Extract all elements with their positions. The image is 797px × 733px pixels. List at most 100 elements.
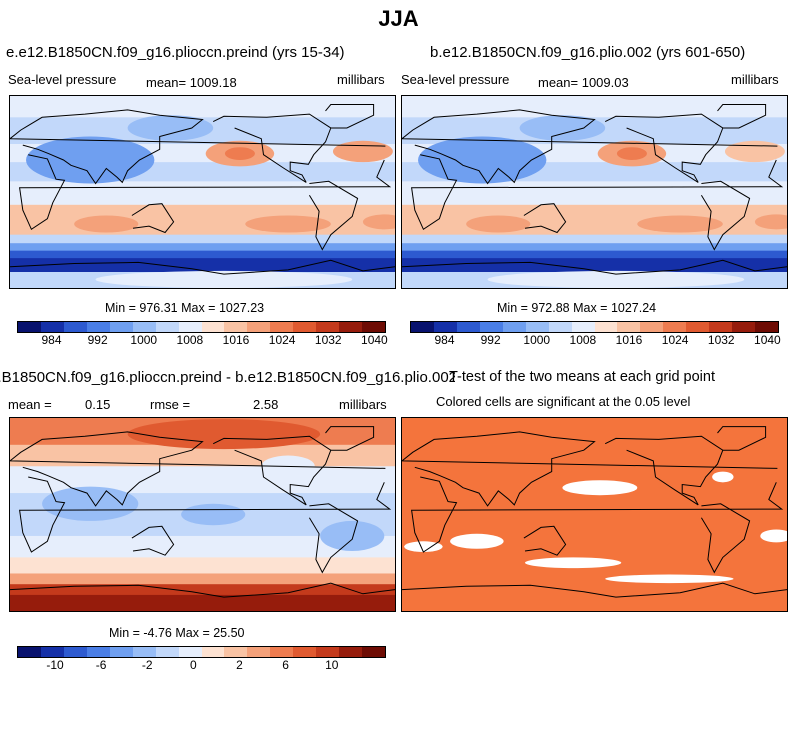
panel2-mean: mean= 1009.03 [538, 75, 629, 90]
high-pressure-south-pacific [245, 215, 331, 233]
colorbar-tick-label: 1040 [754, 333, 781, 347]
panel3-colorbar [17, 646, 386, 658]
colorbar-tick-label: 6 [282, 658, 289, 672]
high-pressure-indian [466, 215, 531, 233]
coastline [325, 104, 375, 129]
field-band [10, 181, 395, 206]
coastline [700, 180, 751, 251]
colorbar-tick-label: 1032 [314, 333, 342, 347]
field-band [402, 204, 787, 236]
colorbar-swatch [339, 647, 363, 657]
panel4-map [401, 417, 788, 612]
colorbar-swatch [178, 322, 202, 332]
colorbar-swatch [479, 322, 503, 332]
coastline [402, 582, 787, 598]
colorbar-swatch [40, 647, 64, 657]
pacific-negative [181, 503, 246, 526]
indian-negative [42, 486, 139, 521]
field-band [10, 573, 395, 585]
coastline [604, 113, 724, 183]
panel1-title: e.e12.B1850CN.f09_g16.plioccn.preind (yr… [6, 44, 345, 61]
field-band [10, 535, 395, 558]
colorbar-swatch [456, 322, 480, 332]
panel3-units: millibars [339, 397, 387, 412]
colorbar-tick-label: 984 [434, 333, 455, 347]
colorbar-swatch [63, 647, 87, 657]
coastline [19, 154, 392, 231]
antarctic-high [95, 270, 353, 288]
colorbar-swatch [201, 647, 225, 657]
non-significant-region [760, 529, 787, 543]
colorbar-tick-label: 992 [480, 333, 501, 347]
panel1-minmax: Min = 976.31 Max = 1027.23 [105, 301, 265, 315]
colorbar-swatch [132, 647, 156, 657]
colorbar-swatch [548, 322, 572, 332]
high-pressure-core [616, 147, 647, 160]
low-pressure-north [519, 115, 606, 141]
coastline [700, 503, 751, 574]
panel4-map-plot [402, 418, 787, 611]
colorbar-tick-label: 1016 [615, 333, 643, 347]
colorbar-swatch [270, 322, 294, 332]
coastline [604, 435, 724, 506]
coastline [523, 203, 567, 234]
colorbar-swatch [201, 322, 225, 332]
colorbar-swatch [755, 322, 778, 332]
colorbar-swatch [316, 647, 340, 657]
high-pressure-south-atlantic [362, 214, 395, 230]
colorbar-tick-label: -2 [141, 658, 153, 672]
panel2-map-plot [402, 96, 787, 288]
colorbar-swatch [155, 322, 179, 332]
high-pressure-indian [74, 215, 139, 233]
colorbar-swatch [247, 322, 271, 332]
non-significant-region [562, 480, 638, 496]
coastline [19, 476, 392, 553]
colorbar-tick-label: 1008 [176, 333, 204, 347]
coastline [212, 435, 332, 506]
field-band [10, 234, 395, 244]
colorbar-swatch [86, 647, 110, 657]
coastline [523, 525, 567, 556]
colorbar-swatch [709, 322, 733, 332]
field-band [402, 250, 787, 259]
colorbar-swatch [86, 322, 110, 332]
arctic-positive [127, 419, 321, 450]
non-significant-region [450, 533, 504, 549]
colorbar-swatch [109, 647, 133, 657]
panel3-rmse-label: rmse = [150, 397, 191, 412]
colorbar-tick-label: 984 [41, 333, 62, 347]
colorbar-tick-label: 1016 [222, 333, 250, 347]
panel3-title: e.e12.B1850CN.f09_g16.plioccn.preind - b… [0, 369, 455, 386]
colorbar-swatch [178, 647, 202, 657]
panel2-units: millibars [731, 72, 779, 87]
high-pressure-north-atlantic [724, 140, 785, 163]
coastline [717, 426, 767, 451]
colorbar-swatch [617, 322, 641, 332]
colorbar-swatch [247, 647, 271, 657]
coastline [402, 259, 787, 275]
low-pressure-asia [418, 136, 547, 184]
colorbar-tick-label: 1024 [661, 333, 689, 347]
non-significant-region [712, 471, 734, 483]
field-band [10, 584, 395, 596]
panel3-mean-label: mean = [8, 397, 52, 412]
panel3-rmse-value: 2.58 [253, 397, 279, 412]
colorbar-swatch [594, 322, 618, 332]
colorbar-tick-label: 1024 [268, 333, 296, 347]
panel2-map [401, 95, 788, 289]
coastline [10, 582, 395, 598]
colorbar-swatch [362, 647, 385, 657]
panel1-colorbar [17, 321, 386, 333]
colorbar-swatch [686, 322, 710, 332]
high-pressure-south-atlantic [754, 214, 787, 230]
colorbar-swatch [571, 322, 595, 332]
panel3-title-clip: e.e12.B1850CN.f09_g16.plioccn.preind - b… [0, 369, 455, 389]
field-band [10, 96, 395, 118]
coastline [131, 203, 175, 234]
colorbar-swatch [109, 322, 133, 332]
field-band [10, 243, 395, 252]
colorbar-swatch [224, 647, 248, 657]
coastline [411, 154, 784, 231]
field-band [402, 234, 787, 244]
colorbar-swatch [18, 322, 41, 332]
